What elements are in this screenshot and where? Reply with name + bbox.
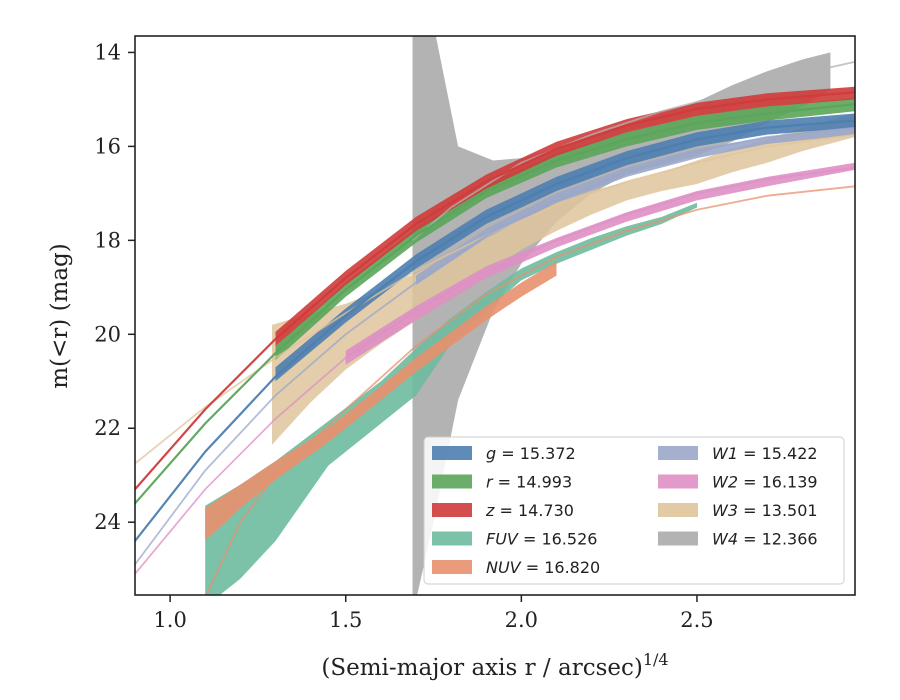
band-nuv — [205, 261, 557, 541]
legend-swatch-w4 — [658, 531, 698, 546]
curve-w2 — [135, 166, 855, 575]
curve-r — [135, 103, 855, 505]
legend-swatch-w1 — [658, 446, 698, 460]
legend-swatch-g — [432, 446, 472, 460]
legend-label-g: g = 15.372 — [486, 444, 576, 463]
curve-nuv — [205, 185, 855, 595]
legend: g = 15.372 r = 14.993 z = 14.730 FUV = 16.5… — [423, 436, 845, 585]
x-tick-label: 2.5 — [680, 608, 713, 632]
x-axis-label-exponent: 1/4 — [643, 650, 669, 669]
legend-swatch-r — [432, 474, 472, 489]
legend-swatch-z — [432, 503, 472, 517]
curve-w4 — [411, 60, 855, 241]
band-fuv — [205, 202, 697, 595]
legend-label-fuv: FUV = 16.526 — [486, 530, 597, 549]
curve-z — [135, 91, 855, 491]
y-tick-label: 14 — [94, 40, 121, 64]
legend-label-nuv: NUV = 16.820 — [486, 558, 600, 577]
y-tick-label: 20 — [94, 322, 121, 346]
y-tick-label: 24 — [94, 510, 121, 534]
model-curves-layer — [135, 60, 855, 595]
x-tick-label: 1.0 — [153, 608, 186, 632]
x-tick-label: 1.5 — [329, 608, 362, 632]
legend-label-z: z = 14.730 — [485, 501, 574, 520]
legend-label-w4: W4 = 12.366 — [712, 530, 818, 549]
x-tick-label: 2.0 — [505, 608, 538, 632]
legend-swatch-fuv — [432, 531, 472, 546]
plot-frame — [134, 35, 856, 596]
y-tick-label: 22 — [94, 416, 121, 440]
legend-label-w3: W3 = 13.501 — [712, 501, 818, 520]
x-axis-label: (Semi-major axis r / arcsec)1/4 — [321, 650, 668, 681]
y-axis-label: m(<r) (mag) — [47, 243, 73, 389]
legend-label-r: r = 14.993 — [486, 473, 572, 492]
legend-swatch-nuv — [432, 560, 472, 574]
curve-w1 — [135, 126, 855, 566]
x-axis-label-text: (Semi-major axis r / arcsec) — [321, 655, 642, 681]
legend-swatch-w3 — [658, 503, 698, 517]
legend-swatch-w2 — [658, 474, 698, 489]
legend-label-w2: W2 = 16.139 — [712, 473, 818, 492]
y-tick-label: 16 — [94, 134, 121, 158]
legend-box — [423, 436, 845, 585]
legend-label-w1: W1 = 15.422 — [712, 444, 818, 463]
axis-ticks-layer: 1.0 1.5 2.0 2.5 14 16 18 20 22 24 — [94, 40, 713, 632]
band-w3 — [272, 113, 855, 445]
band-regions-layer — [205, 36, 855, 595]
curve-g — [135, 119, 855, 542]
y-tick-label: 18 — [94, 228, 121, 252]
